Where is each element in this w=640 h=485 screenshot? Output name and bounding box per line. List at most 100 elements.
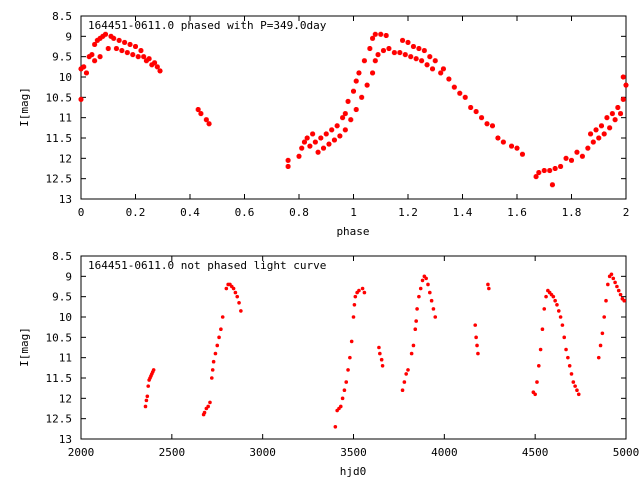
data-point bbox=[145, 394, 150, 399]
data-point bbox=[78, 96, 84, 102]
data-point bbox=[500, 139, 506, 145]
data-point bbox=[598, 123, 604, 129]
data-point bbox=[353, 78, 359, 84]
data-point bbox=[417, 294, 421, 299]
data-point bbox=[604, 115, 610, 121]
data-point bbox=[357, 288, 361, 293]
data-point bbox=[208, 400, 212, 405]
data-point bbox=[285, 163, 291, 169]
data-point bbox=[556, 309, 561, 313]
data-point bbox=[562, 335, 567, 340]
data-point bbox=[370, 70, 376, 76]
data-point bbox=[359, 94, 365, 100]
data-point bbox=[307, 143, 313, 149]
y-tick-label: 12 bbox=[59, 392, 72, 405]
data-point bbox=[576, 392, 581, 397]
data-point bbox=[468, 105, 474, 110]
data-point bbox=[235, 294, 240, 299]
data-point bbox=[154, 64, 160, 70]
data-point bbox=[416, 46, 422, 52]
data-point bbox=[615, 284, 619, 289]
y-axis-label: I[mag] bbox=[18, 327, 31, 367]
y-tick-label: 12.5 bbox=[46, 413, 73, 426]
data-point bbox=[427, 54, 433, 60]
data-point bbox=[210, 376, 214, 380]
data-point bbox=[495, 135, 501, 141]
data-point bbox=[144, 398, 149, 403]
data-point bbox=[86, 54, 92, 60]
data-point bbox=[620, 74, 626, 80]
data-point bbox=[552, 166, 558, 171]
data-point bbox=[361, 58, 367, 64]
y-tick-label: 8.5 bbox=[52, 10, 72, 23]
data-point bbox=[360, 286, 365, 291]
data-point bbox=[108, 33, 114, 39]
data-point bbox=[596, 355, 601, 360]
data-point bbox=[457, 90, 463, 96]
data-point bbox=[92, 58, 98, 64]
data-point bbox=[304, 135, 310, 141]
data-point bbox=[103, 31, 109, 37]
axis-ticks: 0 0.2 0.4 0.6 0.8 1 1.2 1.4 1.6 1.8 2 8.5 9 9.5 10 10.5… bbox=[46, 10, 630, 219]
data-point bbox=[299, 145, 305, 151]
data-point bbox=[426, 282, 430, 287]
data-point bbox=[419, 58, 425, 64]
chart-title: 164451-0611.0 not phased light curve bbox=[88, 259, 326, 272]
data-point bbox=[573, 384, 577, 388]
data-point bbox=[413, 56, 419, 62]
data-point bbox=[133, 44, 138, 49]
data-point bbox=[542, 307, 547, 311]
data-point bbox=[348, 355, 352, 360]
data-point bbox=[558, 163, 564, 169]
data-point bbox=[473, 323, 478, 327]
data-point bbox=[402, 380, 407, 384]
data-point bbox=[318, 135, 324, 141]
data-point bbox=[202, 410, 207, 415]
data-point bbox=[346, 368, 350, 372]
data-point bbox=[296, 153, 302, 159]
x-tick-label: 1 bbox=[350, 206, 357, 219]
data-point bbox=[380, 364, 385, 368]
data-point bbox=[329, 127, 335, 133]
data-point bbox=[569, 157, 574, 163]
data-point bbox=[551, 294, 556, 299]
data-point bbox=[380, 48, 386, 54]
data-point bbox=[607, 125, 613, 131]
x-tick-label: 0.6 bbox=[235, 206, 255, 219]
data-point bbox=[78, 66, 84, 72]
data-point bbox=[558, 315, 563, 319]
data-point bbox=[356, 70, 362, 76]
data-point bbox=[616, 288, 621, 293]
data-point bbox=[479, 115, 485, 121]
y-tick-label: 10.5 bbox=[46, 91, 73, 104]
data-point bbox=[372, 31, 378, 37]
y-tick-label: 11 bbox=[59, 352, 72, 365]
data-point bbox=[428, 290, 432, 295]
data-point bbox=[127, 41, 133, 47]
data-point bbox=[409, 351, 414, 356]
data-point bbox=[601, 131, 607, 137]
y-tick-label: 11 bbox=[59, 112, 72, 125]
data-point bbox=[301, 139, 307, 145]
data-point bbox=[410, 44, 416, 49]
x-tick-label: 0.2 bbox=[126, 206, 146, 219]
data-point bbox=[474, 335, 478, 340]
data-point bbox=[544, 294, 548, 299]
data-point bbox=[484, 121, 490, 127]
data-point bbox=[378, 31, 384, 37]
data-point bbox=[533, 174, 539, 180]
data-point bbox=[146, 384, 151, 388]
data-point bbox=[333, 425, 338, 429]
data-point bbox=[421, 48, 427, 54]
y-tick-label: 9 bbox=[65, 270, 72, 283]
data-point bbox=[89, 52, 95, 58]
data-point bbox=[620, 96, 626, 102]
y-tick-label: 10.5 bbox=[46, 331, 73, 344]
data-point bbox=[331, 137, 337, 143]
data-point bbox=[602, 315, 606, 319]
y-tick-label: 9 bbox=[65, 30, 72, 43]
data-point bbox=[413, 327, 418, 332]
data-point bbox=[141, 54, 147, 60]
y-tick-label: 13 bbox=[59, 193, 72, 206]
